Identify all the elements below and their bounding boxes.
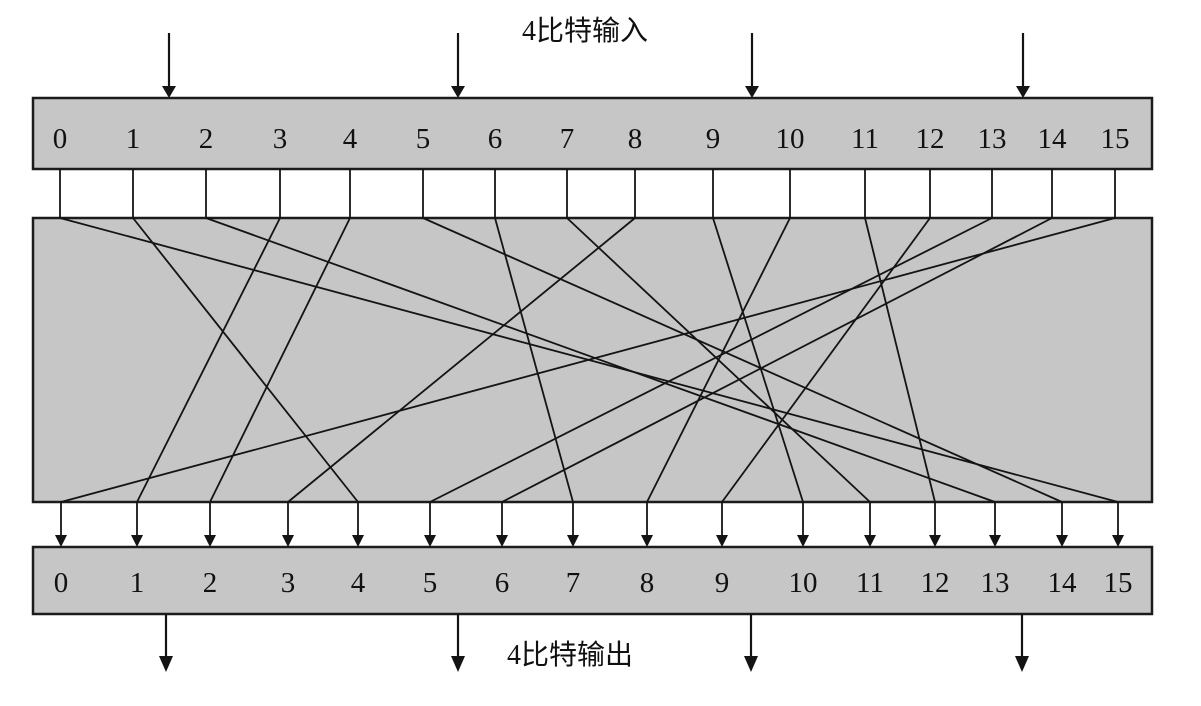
input-bit-label: 3: [273, 123, 288, 155]
input-bit-label: 1: [126, 123, 141, 155]
input-bit-label: 8: [628, 123, 643, 155]
pbox-output-arrowhead-icon: [929, 535, 941, 547]
input-caption: 4比特输入: [522, 15, 648, 47]
permutation-line: [136, 217, 281, 503]
input-bit-label: 7: [560, 123, 575, 155]
input-bit-label: 9: [706, 123, 721, 155]
input-register-box: [31, 96, 1154, 171]
pbox-generated-geometry: 0 1 2 3 4 5 6 7 8 9 10 11 12 13 14 150 1 2 3 4 5 6 7 8 9 10 11 12 13…: [31, 33, 1154, 672]
input-bit-label: 11: [851, 123, 879, 155]
input-bit-label: 4: [343, 123, 358, 155]
output-group-arrowhead-icon: [451, 656, 465, 672]
permutation-line: [60, 217, 1116, 503]
permutation-line: [287, 217, 636, 503]
input-group-arrowhead-icon: [1016, 86, 1030, 98]
pbox-output-arrowhead-icon: [1112, 535, 1124, 547]
input-bit-label: 10: [776, 123, 805, 155]
permutation-line: [864, 217, 936, 503]
pbox-output-arrowhead-icon: [864, 535, 876, 547]
pbox-output-arrowhead-icon: [424, 535, 436, 547]
permutation-line: [429, 217, 993, 503]
output-bit-label: 6: [495, 567, 510, 599]
output-bit-label: 4: [351, 567, 366, 599]
output-bit-label: 3: [281, 567, 296, 599]
pbox-output-arrowhead-icon: [55, 535, 67, 547]
pbox-output-arrowhead-icon: [641, 535, 653, 547]
permutation-line: [501, 217, 1053, 503]
pbox-output-arrowhead-icon: [1056, 535, 1068, 547]
permutation-box: [31, 216, 1154, 504]
pbox-output-arrowhead-icon: [989, 535, 1001, 547]
input-group-arrowhead-icon: [451, 86, 465, 98]
permutation-line: [422, 217, 1063, 503]
pbox-output-arrowhead-icon: [797, 535, 809, 547]
output-group-arrowhead-icon: [1015, 656, 1029, 672]
input-bit-label: 2: [199, 123, 214, 155]
output-bit-label: 8: [640, 567, 655, 599]
permutation-line: [205, 217, 996, 503]
output-group-arrowhead-icon: [159, 656, 173, 672]
input-bit-label: 13: [978, 123, 1007, 155]
output-group-arrowhead-icon: [744, 656, 758, 672]
output-bit-label: 5: [423, 567, 438, 599]
output-bit-label: 11: [856, 567, 884, 599]
input-group-arrowhead-icon: [745, 86, 759, 98]
input-bit-label: 6: [488, 123, 503, 155]
output-bit-label: 2: [203, 567, 218, 599]
input-bit-label: 5: [416, 123, 431, 155]
output-register-box: [31, 545, 1154, 616]
permutation-line: [712, 217, 804, 503]
output-bit-label: 14: [1048, 567, 1078, 599]
pbox-output-arrowhead-icon: [352, 535, 364, 547]
input-bit-label: 0: [53, 123, 68, 155]
input-bit-label: 12: [916, 123, 945, 155]
pbox-output-arrowhead-icon: [496, 535, 508, 547]
permutation-line: [132, 217, 359, 503]
output-caption: 4比特输出: [507, 639, 633, 671]
output-bit-label: 12: [921, 567, 950, 599]
output-bit-label: 1: [130, 567, 145, 599]
input-bit-label: 14: [1038, 123, 1068, 155]
input-group-arrowhead-icon: [162, 86, 176, 98]
pbox-output-arrowhead-icon: [567, 535, 579, 547]
pbox-output-arrowhead-icon: [282, 535, 294, 547]
output-bit-label: 13: [981, 567, 1010, 599]
pbox-output-arrowhead-icon: [716, 535, 728, 547]
input-bit-label: 15: [1101, 123, 1130, 155]
output-bit-label: 0: [54, 567, 69, 599]
permutation-line: [721, 217, 931, 503]
permutation-line: [646, 217, 791, 503]
output-bit-label: 15: [1104, 567, 1133, 599]
pbox-output-arrowhead-icon: [131, 535, 143, 547]
output-bit-label: 10: [789, 567, 818, 599]
output-bit-label: 9: [715, 567, 730, 599]
permutation-line: [494, 217, 574, 503]
pbox-output-arrowhead-icon: [204, 535, 216, 547]
output-bit-label: 7: [566, 567, 581, 599]
